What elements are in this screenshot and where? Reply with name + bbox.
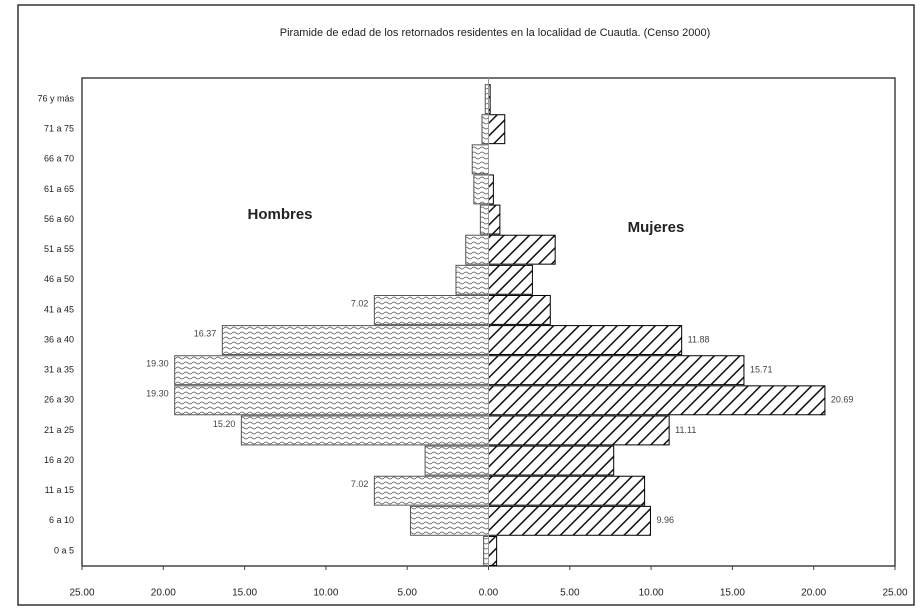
bar bbox=[479, 204, 489, 235]
bar bbox=[488, 174, 494, 205]
x-tick-label: 25.00 bbox=[69, 588, 94, 599]
bar bbox=[174, 355, 489, 386]
y-tick-label: 51 a 55 bbox=[44, 244, 74, 254]
x-tick-label: 10.00 bbox=[639, 588, 664, 599]
bar bbox=[488, 535, 498, 566]
x-tick-label: 5.00 bbox=[397, 588, 417, 599]
y-tick-label: 16 a 20 bbox=[44, 455, 74, 465]
x-tick-label: 20.00 bbox=[151, 588, 176, 599]
y-tick-label: 31 a 35 bbox=[44, 365, 74, 375]
x-tick-label: 10.00 bbox=[313, 588, 338, 599]
bar bbox=[488, 294, 551, 325]
bar bbox=[221, 325, 490, 356]
bar bbox=[488, 325, 683, 356]
bar bbox=[240, 415, 489, 446]
y-tick-label: 36 a 40 bbox=[44, 334, 74, 344]
y-tick-label: 6 a 10 bbox=[49, 515, 74, 525]
y-tick-label: 61 a 65 bbox=[44, 184, 74, 194]
x-tick-label: 20.00 bbox=[801, 588, 826, 599]
bar bbox=[174, 385, 489, 416]
bar bbox=[488, 445, 615, 476]
y-tick-label: 56 a 60 bbox=[44, 214, 74, 224]
y-tick-label: 21 a 25 bbox=[44, 425, 74, 435]
bar bbox=[488, 385, 826, 416]
data-label: 20.69 bbox=[831, 395, 854, 405]
bar bbox=[481, 114, 490, 145]
y-tick-label: 66 a 70 bbox=[44, 154, 74, 164]
bar bbox=[488, 264, 533, 295]
bar bbox=[465, 234, 489, 265]
x-tick-label: 15.00 bbox=[720, 588, 745, 599]
frame bbox=[17, 4, 915, 606]
data-label: 11.88 bbox=[688, 334, 710, 344]
bar bbox=[488, 355, 745, 386]
bar bbox=[455, 264, 490, 295]
y-tick-label: 11 a 15 bbox=[45, 485, 74, 495]
bar bbox=[373, 475, 489, 506]
data-label: 7.02 bbox=[351, 298, 369, 308]
bar bbox=[488, 505, 651, 536]
y-tick-label: 41 a 45 bbox=[44, 304, 74, 314]
bar bbox=[488, 114, 506, 145]
data-label: 19.30 bbox=[146, 389, 169, 399]
bar bbox=[473, 174, 489, 205]
data-label: 15.20 bbox=[213, 419, 236, 429]
data-label: 16.37 bbox=[194, 328, 217, 338]
data-label: 15.71 bbox=[750, 365, 773, 375]
bar bbox=[409, 505, 489, 536]
bar bbox=[483, 535, 490, 566]
annotation: Hombres bbox=[247, 206, 312, 223]
bar bbox=[488, 204, 501, 235]
x-tick-label: 5.00 bbox=[560, 588, 580, 599]
data-label: 11.11 bbox=[675, 425, 696, 435]
y-tick-label: 26 a 30 bbox=[44, 395, 74, 405]
bar bbox=[373, 294, 489, 325]
data-label: 7.02 bbox=[351, 479, 369, 489]
bar bbox=[488, 234, 556, 265]
x-tick-label: 0.00 bbox=[479, 588, 499, 599]
y-tick-label: 76 y más bbox=[37, 93, 74, 103]
bar bbox=[424, 445, 489, 476]
bar bbox=[471, 144, 489, 175]
bar bbox=[488, 475, 646, 506]
chart-title: Piramide de edad de los retornados resid… bbox=[280, 27, 711, 39]
y-tick-label: 71 a 75 bbox=[44, 124, 74, 134]
bar bbox=[488, 415, 670, 446]
x-tick-label: 25.00 bbox=[882, 588, 907, 599]
data-label: 19.30 bbox=[146, 359, 169, 369]
data-label: 9.96 bbox=[656, 515, 674, 525]
annotation: Mujeres bbox=[628, 219, 685, 236]
y-tick-label: 46 a 50 bbox=[44, 274, 74, 284]
y-tick-label: 0 a 5 bbox=[54, 545, 74, 555]
x-tick-label: 15.00 bbox=[232, 588, 257, 599]
